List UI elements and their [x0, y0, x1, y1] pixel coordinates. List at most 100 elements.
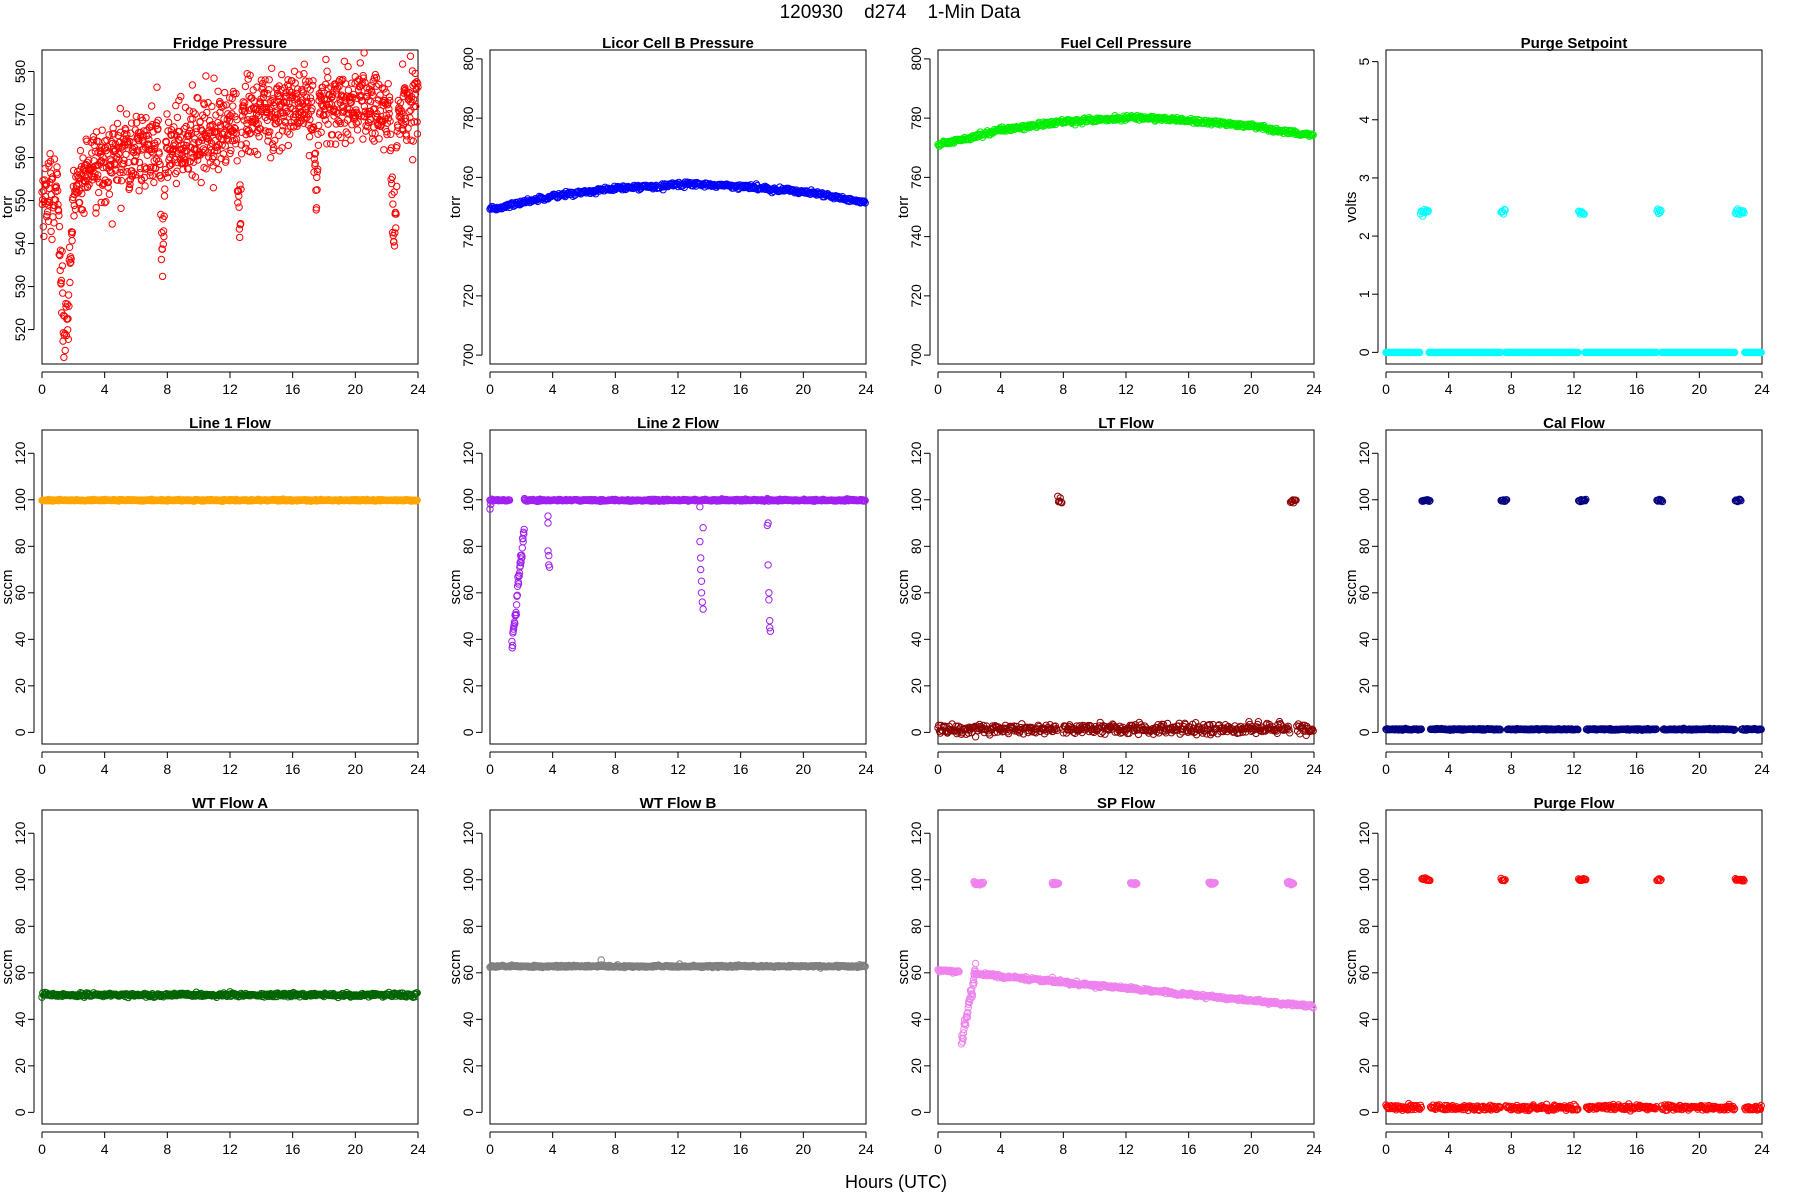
data-point [39, 223, 47, 231]
y-tick-label: 20 [1356, 678, 1372, 694]
x-tick-label: 20 [1692, 761, 1708, 777]
x-tick-label: 16 [285, 381, 301, 397]
x-tick-label: 24 [1754, 761, 1770, 777]
y-tick-label: 120 [1356, 441, 1372, 465]
x-tick-label: 0 [486, 761, 494, 777]
data-point [388, 190, 396, 199]
data-point [764, 561, 772, 569]
data-point [512, 601, 521, 609]
x-tick-label: 20 [1692, 381, 1708, 397]
data-point [161, 185, 169, 193]
data-point [359, 74, 368, 82]
data-point [52, 182, 61, 190]
x-tick-label: 8 [163, 761, 171, 777]
data-point [273, 84, 281, 92]
data-point [177, 92, 185, 101]
y-tick-label: 120 [12, 821, 28, 845]
data-point [257, 76, 265, 84]
data-point [414, 79, 422, 88]
data-point [54, 187, 62, 195]
data-point [158, 272, 167, 281]
data-point [250, 118, 259, 126]
x-tick-label: 16 [1181, 381, 1197, 397]
data-point [119, 145, 127, 153]
data-point [176, 133, 185, 141]
data-point [105, 131, 113, 139]
data-point [157, 210, 165, 219]
data-point [65, 302, 73, 310]
y-tick-label: 40 [12, 1011, 28, 1027]
data-point [267, 154, 275, 162]
x-tick-label: 12 [1566, 761, 1582, 777]
data-point [406, 113, 414, 122]
data-point [265, 76, 273, 84]
data-point [392, 210, 400, 218]
data-point [122, 110, 131, 118]
data-point [57, 280, 65, 288]
data-point [409, 137, 417, 145]
data-point [46, 150, 54, 158]
data-point [699, 605, 707, 613]
data-point [305, 133, 314, 141]
data-point [321, 105, 329, 113]
data-point [140, 139, 148, 147]
data-point [385, 109, 393, 118]
data-point [153, 137, 162, 146]
plot-frame [41, 429, 419, 745]
data-point [187, 129, 196, 138]
data-point [208, 102, 216, 111]
data-point [861, 199, 869, 207]
data-point [160, 212, 168, 220]
data-point [63, 300, 72, 308]
data-point [194, 94, 202, 102]
y-tick-label: 20 [460, 678, 476, 694]
data-point [218, 141, 226, 149]
data-point [313, 173, 321, 182]
y-tick-label: 100 [1356, 488, 1372, 512]
x-tick-label: 0 [1382, 381, 1390, 397]
data-point [181, 103, 190, 112]
data-point [278, 144, 286, 152]
x-tick-label: 24 [410, 1141, 426, 1157]
data-point [231, 136, 239, 144]
x-tick-label: 4 [101, 381, 109, 397]
data-point [698, 598, 706, 606]
data-point [241, 107, 249, 115]
data-point [54, 207, 63, 215]
data-point [300, 60, 308, 68]
x-tick-label: 0 [38, 761, 46, 777]
data-point [114, 176, 122, 184]
data-point [131, 157, 139, 165]
y-tick-label: 780 [908, 106, 924, 130]
data-point [65, 243, 74, 252]
data-point [244, 75, 252, 83]
data-point [188, 81, 197, 89]
panel-grid: Fridge Pressure torr 0 4 8 12 16 20 24 5205305405… [0, 35, 1770, 1157]
panel-title: Fridge Pressure [173, 35, 287, 52]
x-tick-label: 4 [997, 761, 1005, 777]
data-point [119, 168, 127, 176]
data-point [306, 115, 314, 124]
data-point [78, 206, 87, 214]
data-point [148, 171, 157, 180]
x-tick-label: 16 [1181, 761, 1197, 777]
panel-title: Purge Setpoint [1521, 35, 1628, 52]
data-point [151, 141, 159, 150]
x-tick-label: 8 [1507, 761, 1515, 777]
data-point [233, 116, 241, 124]
data-series [486, 178, 869, 214]
x-tick-label: 4 [1445, 761, 1453, 777]
y-tick-label: 20 [12, 1058, 28, 1074]
data-point [43, 208, 52, 216]
data-point [221, 88, 229, 97]
data-point [697, 589, 706, 597]
data-point [190, 158, 198, 166]
y-axis-label: torr [895, 196, 912, 219]
data-point [308, 104, 316, 113]
y-tick-label: 740 [460, 225, 476, 249]
x-tick-label: 24 [858, 381, 874, 397]
